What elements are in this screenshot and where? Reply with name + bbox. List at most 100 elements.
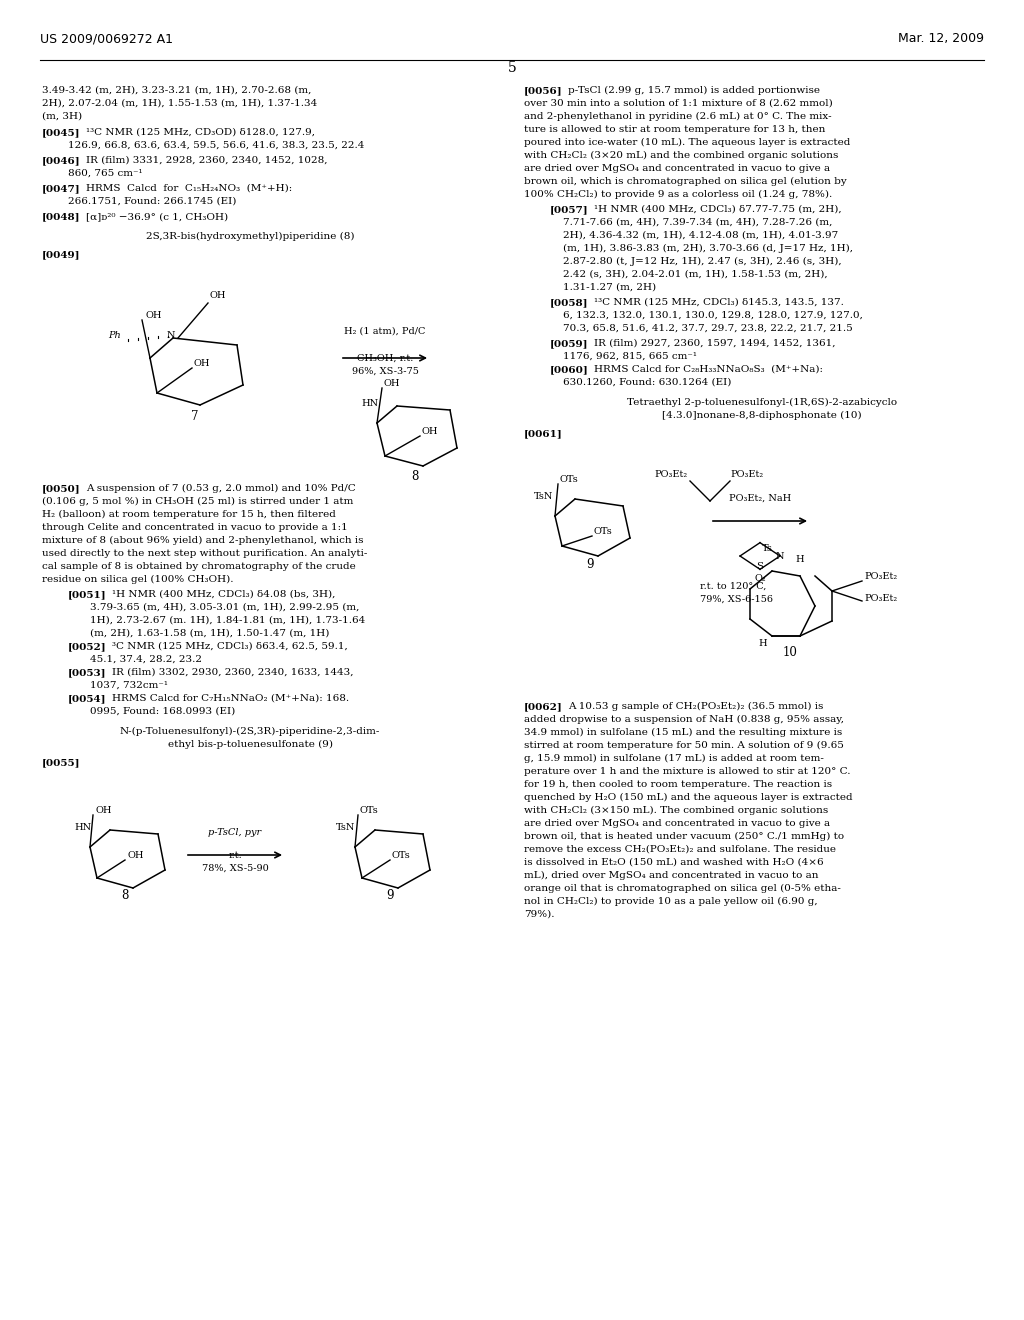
Text: with CH₂Cl₂ (3×20 mL) and the combined organic solutions: with CH₂Cl₂ (3×20 mL) and the combined o… bbox=[524, 150, 839, 160]
Text: 34.9 mmol) in sulfolane (15 mL) and the resulting mixture is: 34.9 mmol) in sulfolane (15 mL) and the … bbox=[524, 727, 843, 737]
Text: (m, 1H), 3.86-3.83 (m, 2H), 3.70-3.66 (d, J=17 Hz, 1H),: (m, 1H), 3.86-3.83 (m, 2H), 3.70-3.66 (d… bbox=[563, 244, 853, 253]
Text: [0056]: [0056] bbox=[524, 86, 562, 95]
Text: for 19 h, then cooled to room temperature. The reaction is: for 19 h, then cooled to room temperatur… bbox=[524, 780, 833, 789]
Text: H: H bbox=[759, 639, 767, 648]
Text: H: H bbox=[796, 554, 804, 564]
Text: residue on silica gel (100% CH₃OH).: residue on silica gel (100% CH₃OH). bbox=[42, 576, 233, 583]
Text: is dissolved in Et₂O (150 mL) and washed with H₂O (4×6: is dissolved in Et₂O (150 mL) and washed… bbox=[524, 858, 823, 867]
Text: quenched by H₂O (150 mL) and the aqueous layer is extracted: quenched by H₂O (150 mL) and the aqueous… bbox=[524, 793, 853, 803]
Text: 2H), 2.07-2.04 (m, 1H), 1.55-1.53 (m, 1H), 1.37-1.34: 2H), 2.07-2.04 (m, 1H), 1.55-1.53 (m, 1H… bbox=[42, 99, 317, 108]
Text: ¹³C NMR (125 MHz, CD₃OD) δ128.0, 127.9,: ¹³C NMR (125 MHz, CD₃OD) δ128.0, 127.9, bbox=[86, 128, 315, 137]
Text: [0048]: [0048] bbox=[42, 213, 81, 220]
Text: (m, 3H): (m, 3H) bbox=[42, 112, 82, 121]
Text: ¹H NMR (400 MHz, CDCl₃) δ4.08 (bs, 3H),: ¹H NMR (400 MHz, CDCl₃) δ4.08 (bs, 3H), bbox=[112, 590, 336, 599]
Text: ³C NMR (125 MHz, CDCl₃) δ63.4, 62.5, 59.1,: ³C NMR (125 MHz, CDCl₃) δ63.4, 62.5, 59.… bbox=[112, 642, 348, 651]
Text: ture is allowed to stir at room temperature for 13 h, then: ture is allowed to stir at room temperat… bbox=[524, 125, 825, 135]
Text: OH: OH bbox=[210, 290, 226, 300]
Text: [0052]: [0052] bbox=[68, 642, 106, 651]
Text: IR (film) 2927, 2360, 1597, 1494, 1452, 1361,: IR (film) 2927, 2360, 1597, 1494, 1452, … bbox=[594, 339, 836, 348]
Text: OH: OH bbox=[127, 851, 143, 861]
Text: through Celite and concentrated in vacuo to provide a 1:1: through Celite and concentrated in vacuo… bbox=[42, 523, 348, 532]
Text: S: S bbox=[757, 562, 764, 572]
Text: OTs: OTs bbox=[360, 807, 379, 814]
Text: A 10.53 g sample of CH₂(PO₃Et₂)₂ (36.5 mmol) is: A 10.53 g sample of CH₂(PO₃Et₂)₂ (36.5 m… bbox=[568, 702, 823, 711]
Text: [0058]: [0058] bbox=[550, 298, 589, 308]
Text: US 2009/0069272 A1: US 2009/0069272 A1 bbox=[40, 32, 173, 45]
Text: g, 15.9 mmol) in sulfolane (17 mL) is added at room tem-: g, 15.9 mmol) in sulfolane (17 mL) is ad… bbox=[524, 754, 824, 763]
Text: orange oil that is chromatographed on silica gel (0-5% etha-: orange oil that is chromatographed on si… bbox=[524, 884, 841, 894]
Text: 79%, XS-6-156: 79%, XS-6-156 bbox=[700, 595, 773, 605]
Text: r.t.: r.t. bbox=[228, 851, 242, 861]
Text: 2H), 4.36-4.32 (m, 1H), 4.12-4.08 (m, 1H), 4.01-3.97: 2H), 4.36-4.32 (m, 1H), 4.12-4.08 (m, 1H… bbox=[563, 231, 839, 240]
Text: mixture of 8 (about 96% yield) and 2-phenylethanol, which is: mixture of 8 (about 96% yield) and 2-phe… bbox=[42, 536, 364, 545]
Text: 266.1751, Found: 266.1745 (EI): 266.1751, Found: 266.1745 (EI) bbox=[68, 197, 237, 206]
Text: 1176, 962, 815, 665 cm⁻¹: 1176, 962, 815, 665 cm⁻¹ bbox=[563, 352, 697, 360]
Text: [0060]: [0060] bbox=[550, 366, 589, 374]
Text: poured into ice-water (10 mL). The aqueous layer is extracted: poured into ice-water (10 mL). The aqueo… bbox=[524, 137, 850, 147]
Text: added dropwise to a suspension of NaH (0.838 g, 95% assay,: added dropwise to a suspension of NaH (0… bbox=[524, 715, 844, 723]
Text: 8: 8 bbox=[121, 888, 129, 902]
Text: H₂ (1 atm), Pd/C: H₂ (1 atm), Pd/C bbox=[344, 327, 426, 337]
Text: 10: 10 bbox=[782, 645, 798, 659]
Text: [0050]: [0050] bbox=[42, 484, 81, 492]
Text: r.t. to 120° C,: r.t. to 120° C, bbox=[700, 582, 766, 591]
Text: [0055]: [0055] bbox=[42, 758, 81, 767]
Text: [0061]: [0061] bbox=[524, 429, 563, 438]
Text: [0046]: [0046] bbox=[42, 156, 81, 165]
Text: 1037, 732cm⁻¹: 1037, 732cm⁻¹ bbox=[90, 681, 168, 690]
Text: A suspension of 7 (0.53 g, 2.0 mmol) and 10% Pd/C: A suspension of 7 (0.53 g, 2.0 mmol) and… bbox=[86, 484, 355, 492]
Text: HRMS  Calcd  for  C₁₅H₂₄NO₃  (M⁺+H):: HRMS Calcd for C₁₅H₂₄NO₃ (M⁺+H): bbox=[86, 183, 292, 193]
Text: [0059]: [0059] bbox=[550, 339, 589, 348]
Text: 1H), 2.73-2.67 (m. 1H), 1.84-1.81 (m, 1H), 1.73-1.64: 1H), 2.73-2.67 (m. 1H), 1.84-1.81 (m, 1H… bbox=[90, 616, 366, 624]
Text: with CH₂Cl₂ (3×150 mL). The combined organic solutions: with CH₂Cl₂ (3×150 mL). The combined org… bbox=[524, 807, 828, 814]
Text: HN: HN bbox=[361, 399, 379, 408]
Text: 2.87-2.80 (t, J=12 Hz, 1H), 2.47 (s, 3H), 2.46 (s, 3H),: 2.87-2.80 (t, J=12 Hz, 1H), 2.47 (s, 3H)… bbox=[563, 257, 842, 267]
Text: nol in CH₂Cl₂) to provide 10 as a pale yellow oil (6.90 g,: nol in CH₂Cl₂) to provide 10 as a pale y… bbox=[524, 896, 817, 906]
Text: Ph: Ph bbox=[109, 331, 121, 341]
Text: PO₃Et₂: PO₃Et₂ bbox=[655, 470, 688, 479]
Text: [0057]: [0057] bbox=[550, 205, 589, 214]
Text: [0062]: [0062] bbox=[524, 702, 563, 711]
Text: PO₃Et₂: PO₃Et₂ bbox=[730, 470, 763, 479]
Text: mL), dried over MgSO₄ and concentrated in vacuo to an: mL), dried over MgSO₄ and concentrated i… bbox=[524, 871, 818, 880]
Text: OTs: OTs bbox=[560, 475, 579, 484]
Text: PO₃Et₂, NaH: PO₃Et₂, NaH bbox=[729, 494, 792, 503]
Text: 126.9, 66.8, 63.6, 63.4, 59.5, 56.6, 41.6, 38.3, 23.5, 22.4: 126.9, 66.8, 63.6, 63.4, 59.5, 56.6, 41.… bbox=[68, 141, 365, 150]
Text: [0045]: [0045] bbox=[42, 128, 81, 137]
Text: 860, 765 cm⁻¹: 860, 765 cm⁻¹ bbox=[68, 169, 142, 178]
Text: OH: OH bbox=[95, 807, 112, 814]
Text: (m, 2H), 1.63-1.58 (m, 1H), 1.50-1.47 (m, 1H): (m, 2H), 1.63-1.58 (m, 1H), 1.50-1.47 (m… bbox=[90, 630, 330, 638]
Text: 7.71-7.66 (m, 4H), 7.39-7.34 (m, 4H), 7.28-7.26 (m,: 7.71-7.66 (m, 4H), 7.39-7.34 (m, 4H), 7.… bbox=[563, 218, 833, 227]
Text: 45.1, 37.4, 28.2, 23.2: 45.1, 37.4, 28.2, 23.2 bbox=[90, 655, 202, 664]
Text: 2.42 (s, 3H), 2.04-2.01 (m, 1H), 1.58-1.53 (m, 2H),: 2.42 (s, 3H), 2.04-2.01 (m, 1H), 1.58-1.… bbox=[563, 271, 827, 279]
Text: Mar. 12, 2009: Mar. 12, 2009 bbox=[898, 32, 984, 45]
Text: O₂: O₂ bbox=[755, 574, 766, 583]
Text: N: N bbox=[776, 552, 784, 561]
Text: IR (film) 3302, 2930, 2360, 2340, 1633, 1443,: IR (film) 3302, 2930, 2360, 2340, 1633, … bbox=[112, 668, 353, 677]
Text: brown oil, that is heated under vacuum (250° C./1 mmHg) to: brown oil, that is heated under vacuum (… bbox=[524, 832, 844, 841]
Text: 78%, XS-5-90: 78%, XS-5-90 bbox=[202, 865, 268, 873]
Text: TsN: TsN bbox=[534, 492, 553, 502]
Text: 9: 9 bbox=[587, 558, 594, 572]
Text: [α]ᴅ²⁰ −36.9° (c 1, CH₃OH): [α]ᴅ²⁰ −36.9° (c 1, CH₃OH) bbox=[86, 213, 228, 220]
Text: TsN: TsN bbox=[336, 822, 355, 832]
Text: ¹³C NMR (125 MHz, CDCl₃) δ145.3, 143.5, 137.: ¹³C NMR (125 MHz, CDCl₃) δ145.3, 143.5, … bbox=[594, 298, 844, 308]
Text: ethyl bis-p-toluenesulfonate (9): ethyl bis-p-toluenesulfonate (9) bbox=[168, 741, 333, 748]
Text: HRMS Calcd for C₇H₁₅NNaO₂ (M⁺+Na): 168.: HRMS Calcd for C₇H₁₅NNaO₂ (M⁺+Na): 168. bbox=[112, 694, 349, 704]
Text: OH: OH bbox=[194, 359, 211, 368]
Text: and 2-phenylethanol in pyridine (2.6 mL) at 0° C. The mix-: and 2-phenylethanol in pyridine (2.6 mL)… bbox=[524, 112, 831, 121]
Text: 100% CH₂Cl₂) to provide 9 as a colorless oil (1.24 g, 78%).: 100% CH₂Cl₂) to provide 9 as a colorless… bbox=[524, 190, 833, 199]
Text: OH: OH bbox=[384, 379, 400, 388]
Text: 79%).: 79%). bbox=[524, 909, 555, 919]
Text: (0.106 g, 5 mol %) in CH₃OH (25 ml) is stirred under 1 atm: (0.106 g, 5 mol %) in CH₃OH (25 ml) is s… bbox=[42, 496, 353, 506]
Text: N: N bbox=[167, 331, 175, 341]
Text: brown oil, which is chromatographed on silica gel (elution by: brown oil, which is chromatographed on s… bbox=[524, 177, 847, 186]
Text: [0051]: [0051] bbox=[68, 590, 106, 599]
Text: 7: 7 bbox=[191, 411, 199, 422]
Text: 3.49-3.42 (m, 2H), 3.23-3.21 (m, 1H), 2.70-2.68 (m,: 3.49-3.42 (m, 2H), 3.23-3.21 (m, 1H), 2.… bbox=[42, 86, 311, 95]
Text: 70.3, 65.8, 51.6, 41.2, 37.7, 29.7, 23.8, 22.2, 21.7, 21.5: 70.3, 65.8, 51.6, 41.2, 37.7, 29.7, 23.8… bbox=[563, 323, 853, 333]
Text: PO₃Et₂: PO₃Et₂ bbox=[864, 594, 897, 603]
Text: IR (film) 3331, 2928, 2360, 2340, 1452, 1028,: IR (film) 3331, 2928, 2360, 2340, 1452, … bbox=[86, 156, 328, 165]
Text: 6, 132.3, 132.0, 130.1, 130.0, 129.8, 128.0, 127.9, 127.0,: 6, 132.3, 132.0, 130.1, 130.0, 129.8, 12… bbox=[563, 312, 863, 319]
Text: cal sample of 8 is obtained by chromatography of the crude: cal sample of 8 is obtained by chromatog… bbox=[42, 562, 355, 572]
